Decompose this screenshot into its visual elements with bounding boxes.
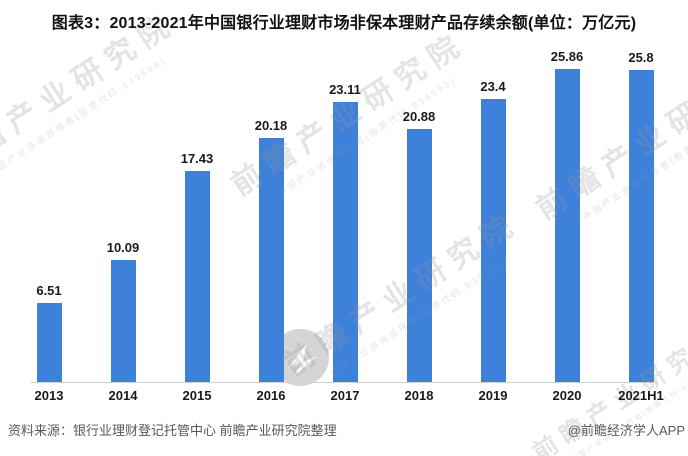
bar-column: 23.11 xyxy=(308,82,382,382)
bar xyxy=(36,303,62,382)
x-axis-tick-label: 2020 xyxy=(552,388,582,403)
x-axis-line xyxy=(30,382,658,383)
bar-column: 6.51 xyxy=(12,283,86,382)
x-axis-tick-label: 2018 xyxy=(404,388,434,403)
bar-column: 23.4 xyxy=(456,79,530,382)
bar-column: 20.18 xyxy=(234,118,308,382)
x-axis-tick-label: 2017 xyxy=(330,388,360,403)
x-axis-labels: 2013 2014 2015 2016 2017 2018 2019 2020 2021H1 xyxy=(12,388,678,403)
bars-container: 6.51 10.09 17.43 20.18 23.11 20.88 23.4 25.86 25… xyxy=(12,0,678,382)
bar-value-label: 25.86 xyxy=(550,49,584,64)
bar xyxy=(258,138,284,382)
logo-glyph-icon xyxy=(289,343,317,376)
x-axis-tick-label: 2014 xyxy=(108,388,138,403)
bar-column: 25.8 xyxy=(604,50,678,382)
bar xyxy=(332,102,358,382)
bar-value-label: 23.11 xyxy=(329,82,361,97)
bar xyxy=(110,260,136,382)
bar-value-label: 17.43 xyxy=(180,151,214,166)
bar-column: 25.86 xyxy=(530,49,604,382)
bar-column: 20.88 xyxy=(382,109,456,382)
x-axis-tick-label: 2021H1 xyxy=(618,388,664,403)
x-axis-tick-label: 2013 xyxy=(34,388,64,403)
bar-value-label: 10.09 xyxy=(106,240,140,255)
bar-value-label: 6.51 xyxy=(36,283,62,298)
bar xyxy=(554,69,580,382)
app-credit: @前瞻经济学人APP xyxy=(567,423,685,438)
bar-value-label: 20.18 xyxy=(254,118,288,133)
bar-column: 10.09 xyxy=(86,240,160,382)
bar-value-label: 25.8 xyxy=(628,50,654,65)
bar xyxy=(406,129,432,382)
bar xyxy=(480,99,506,382)
bar xyxy=(184,171,210,382)
x-axis-tick-label: 2015 xyxy=(182,388,212,403)
source-note: 资料来源：银行业理财登记托管中心 前瞻产业研究院整理 xyxy=(8,423,337,438)
bar-column: 17.43 xyxy=(160,151,234,382)
x-axis-tick-label: 2019 xyxy=(478,388,508,403)
bar-value-label: 23.4 xyxy=(480,79,506,94)
bar-value-label: 20.88 xyxy=(402,109,436,124)
x-axis-tick-label: 2016 xyxy=(256,388,286,403)
bar xyxy=(628,70,654,382)
chart-title: 图表3：2013-2021年中国银行业理财市场非保本理财产品存续余额(单位：万亿… xyxy=(51,15,637,32)
